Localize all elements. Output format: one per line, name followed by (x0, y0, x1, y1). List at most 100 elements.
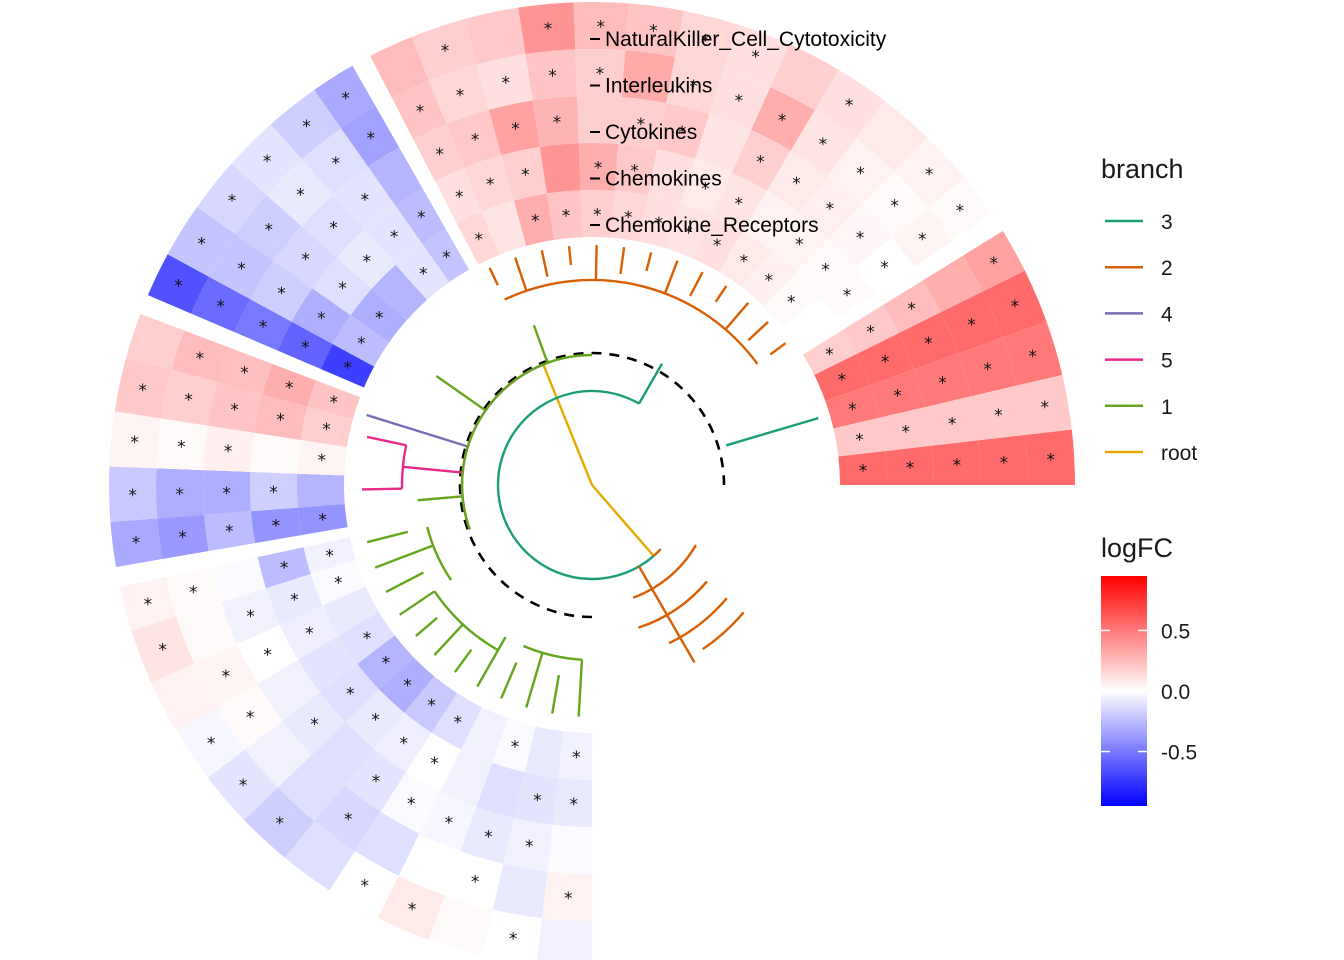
heat-cell (211, 557, 266, 603)
significance-star: * (240, 364, 249, 384)
significance-star: * (740, 252, 749, 272)
significance-star: * (906, 459, 915, 479)
heat-cell (338, 611, 395, 664)
heat-cell (379, 656, 435, 713)
significance-star: * (484, 828, 493, 848)
significance-star: * (525, 837, 534, 857)
heat-cell (763, 272, 820, 328)
heat-cell (391, 80, 447, 140)
branch-5-stem (402, 465, 463, 474)
heat-cell (429, 64, 489, 125)
significance-star: * (408, 900, 417, 920)
heat-cell (481, 200, 527, 255)
heat-cell (940, 291, 1003, 354)
branch-1-node (523, 644, 583, 661)
significance-star: * (880, 258, 889, 278)
significance-star: * (317, 451, 326, 471)
heat-cell (411, 19, 477, 81)
significance-star: * (838, 371, 847, 391)
heat-cell (300, 406, 353, 448)
heat-cell (368, 147, 423, 206)
heat-cell (825, 385, 880, 429)
heat-cell (894, 136, 965, 208)
heat-cell (257, 659, 321, 721)
significance-star: * (128, 486, 137, 506)
heat-cell (446, 109, 502, 168)
heat-cell (931, 440, 981, 485)
heat-cell (234, 299, 292, 351)
significance-star: * (158, 641, 167, 661)
branch-legend-label: 5 (1161, 350, 1173, 373)
heat-cell (742, 250, 797, 307)
heat-cell (488, 100, 540, 156)
significance-star: * (825, 345, 834, 365)
significance-star: * (246, 708, 255, 728)
heat-cell (237, 624, 299, 684)
significance-star: * (174, 277, 183, 297)
heat-cell (380, 772, 441, 834)
branch-2-node (668, 597, 728, 645)
heat-cell (243, 787, 315, 858)
heat-cell (301, 194, 365, 258)
significance-star: * (222, 484, 231, 504)
heat-cell (838, 451, 887, 485)
heat-cell (291, 288, 351, 345)
heat-cell (666, 56, 724, 115)
branch-5-leaf (366, 435, 407, 447)
significance-star: * (318, 510, 327, 530)
significance-star: * (562, 207, 571, 227)
significance-star: * (848, 400, 857, 420)
heat-cell (1002, 321, 1063, 386)
branch-2-leaf (663, 260, 679, 294)
heat-cell (235, 194, 302, 262)
branch-legend-label: 1 (1161, 396, 1173, 419)
heat-cell (431, 693, 482, 750)
significance-star: * (419, 264, 428, 284)
heat-cell (301, 128, 369, 195)
significance-star: * (856, 164, 865, 184)
significance-star: * (983, 360, 992, 380)
heat-cell (320, 663, 380, 723)
heat-cell (962, 231, 1025, 292)
significance-star: * (344, 810, 353, 830)
heat-cell (681, 158, 732, 216)
heat-cell (827, 138, 895, 205)
significance-star: * (596, 65, 605, 85)
significance-star: * (445, 813, 454, 833)
branch-2-node (702, 611, 745, 651)
heat-cell (131, 616, 195, 683)
significance-star: * (938, 373, 947, 393)
significance-star: * (138, 381, 147, 401)
significance-star: * (305, 624, 314, 644)
significance-star: * (276, 814, 285, 834)
heat-cell (404, 676, 458, 733)
significance-star: * (501, 74, 510, 94)
significance-star: * (509, 930, 518, 950)
heat-cell (958, 337, 1017, 397)
heat-cell (913, 353, 971, 408)
heat-cell (882, 280, 941, 334)
heat-cell (481, 909, 542, 960)
significance-star: * (881, 352, 890, 372)
branch-2-leaf (514, 257, 528, 292)
branch-legend-label: 3 (1161, 211, 1173, 234)
heat-cell (312, 257, 372, 316)
significance-star: * (890, 197, 899, 217)
branch-1-arc (460, 353, 593, 530)
significance-star: * (361, 191, 370, 211)
branch-1-leaf (433, 623, 464, 657)
heat-cell (167, 207, 236, 277)
heat-cell (422, 228, 469, 283)
significance-star: * (317, 309, 326, 329)
heat-cell (861, 170, 929, 238)
branch-5-node (400, 445, 408, 489)
significance-star: * (363, 252, 372, 272)
significance-star: * (329, 219, 338, 239)
significance-star: * (564, 889, 573, 909)
branch-2-leaf (689, 271, 704, 297)
branch-2-leaf (619, 246, 626, 275)
heat-cell (109, 466, 158, 522)
significance-star: * (230, 401, 239, 421)
branch-2-leaf (567, 245, 573, 266)
